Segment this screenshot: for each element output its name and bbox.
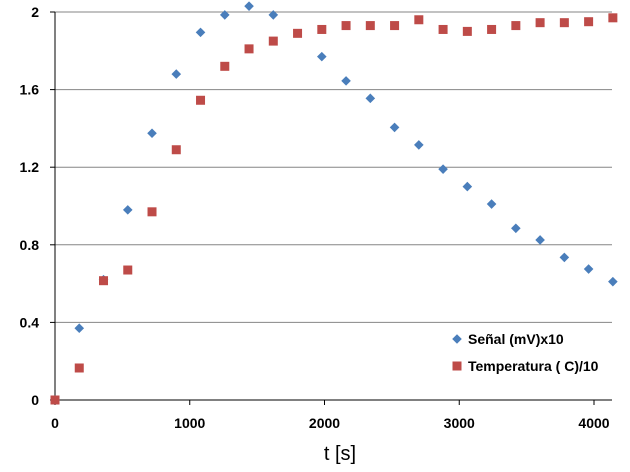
data-point (559, 18, 569, 28)
data-point (317, 24, 327, 34)
legend-entry: Temperatura ( C)/10 (452, 358, 599, 374)
data-point (74, 363, 84, 373)
data-point (559, 252, 570, 263)
data-point (268, 10, 279, 20)
data-point (244, 44, 254, 54)
data-point (341, 21, 351, 31)
data-point (147, 128, 157, 139)
x-tick-label: 2000 (309, 415, 340, 431)
series-temperatura (50, 13, 618, 405)
data-point (196, 95, 206, 105)
data-point (50, 395, 60, 405)
data-point (122, 205, 133, 215)
data-point (195, 27, 206, 38)
data-series (50, 1, 618, 405)
data-point (171, 69, 182, 79)
x-axis-title: t [s] (324, 443, 356, 465)
data-point (608, 13, 618, 23)
x-tick-label: 0 (51, 415, 59, 431)
data-point (511, 223, 521, 234)
data-point (462, 181, 473, 192)
y-tick-label: 2 (31, 4, 39, 20)
gridlines (55, 11, 612, 323)
data-point (414, 15, 424, 25)
data-point (341, 76, 351, 86)
x-tick-label: 3000 (444, 415, 475, 431)
data-point (511, 21, 521, 31)
data-point (438, 164, 448, 174)
data-point (123, 265, 133, 275)
y-tick-label: 1.2 (20, 159, 40, 175)
data-point (462, 26, 472, 36)
series-senal (50, 1, 618, 405)
data-point (584, 17, 594, 27)
data-point (219, 10, 230, 20)
data-point (74, 323, 85, 334)
data-point (293, 28, 303, 38)
x-axis-ticks: 0 1000 2000 3000 4000 (51, 400, 610, 431)
data-point (583, 264, 594, 274)
data-point (99, 276, 109, 286)
data-point (535, 18, 545, 28)
data-point (487, 24, 497, 34)
data-point (365, 21, 375, 31)
data-point (147, 207, 157, 217)
data-point (608, 276, 618, 287)
data-point (220, 61, 230, 71)
y-tick-label: 0 (31, 392, 39, 408)
data-point (317, 51, 327, 62)
data-point (535, 235, 545, 245)
legend-label: Señal (mV)x10 (468, 331, 564, 347)
y-tick-label: 0.4 (20, 314, 40, 330)
x-tick-label: 1000 (174, 415, 205, 431)
y-axis-ticks: 0 0.4 0.8 1.2 1.6 2 (20, 4, 55, 408)
data-point (365, 93, 376, 104)
legend-entry: Señal (mV)x10 (452, 331, 564, 347)
data-point (438, 24, 448, 34)
data-point (390, 21, 400, 31)
data-point (389, 122, 400, 133)
legend-marker (452, 334, 462, 344)
legend: Señal (mV)x10 Temperatura ( C)/10 (452, 331, 599, 374)
data-point (171, 145, 181, 155)
data-point (486, 199, 497, 209)
data-point (268, 36, 278, 46)
data-point (414, 140, 424, 150)
y-tick-label: 0.8 (20, 237, 40, 253)
legend-label: Temperatura ( C)/10 (468, 358, 599, 374)
legend-marker (452, 361, 462, 371)
y-tick-label: 1.6 (20, 82, 40, 98)
data-point (244, 1, 254, 11)
x-tick-label: 4000 (578, 415, 609, 431)
